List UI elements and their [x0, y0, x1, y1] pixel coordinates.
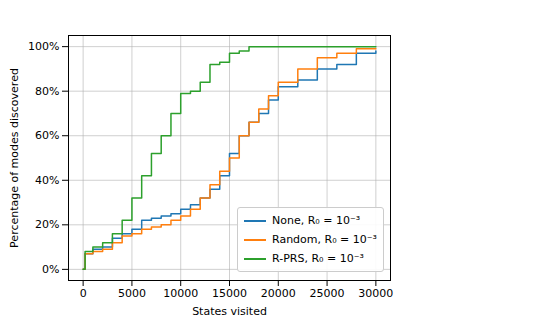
svg-text:15000: 15000: [212, 287, 247, 300]
svg-text:10000: 10000: [163, 287, 198, 300]
svg-text:5000: 5000: [118, 287, 146, 300]
svg-text:40%: 40%: [35, 174, 59, 187]
svg-text:100%: 100%: [28, 40, 59, 53]
svg-text:20000: 20000: [261, 287, 296, 300]
svg-text:30000: 30000: [358, 287, 393, 300]
svg-text:25000: 25000: [310, 287, 345, 300]
html-text:Random, R₀ = 10⁻³: Random, R₀ = 10⁻³: [272, 233, 377, 246]
svg-text:Percentage of modes discovered: Percentage of modes discovered: [8, 68, 21, 248]
svg-text:0: 0: [80, 287, 87, 300]
svg-text:States visited: States visited: [192, 305, 267, 318]
svg-text:60%: 60%: [35, 129, 59, 142]
svg-text:0%: 0%: [42, 263, 59, 276]
svg-text:80%: 80%: [35, 85, 59, 98]
html-text:None, R₀ = 10⁻³: None, R₀ = 10⁻³: [272, 214, 361, 227]
svg-text:20%: 20%: [35, 218, 59, 231]
html-text:R-PRS, R₀ = 10⁻³: R-PRS, R₀ = 10⁻³: [272, 252, 364, 265]
